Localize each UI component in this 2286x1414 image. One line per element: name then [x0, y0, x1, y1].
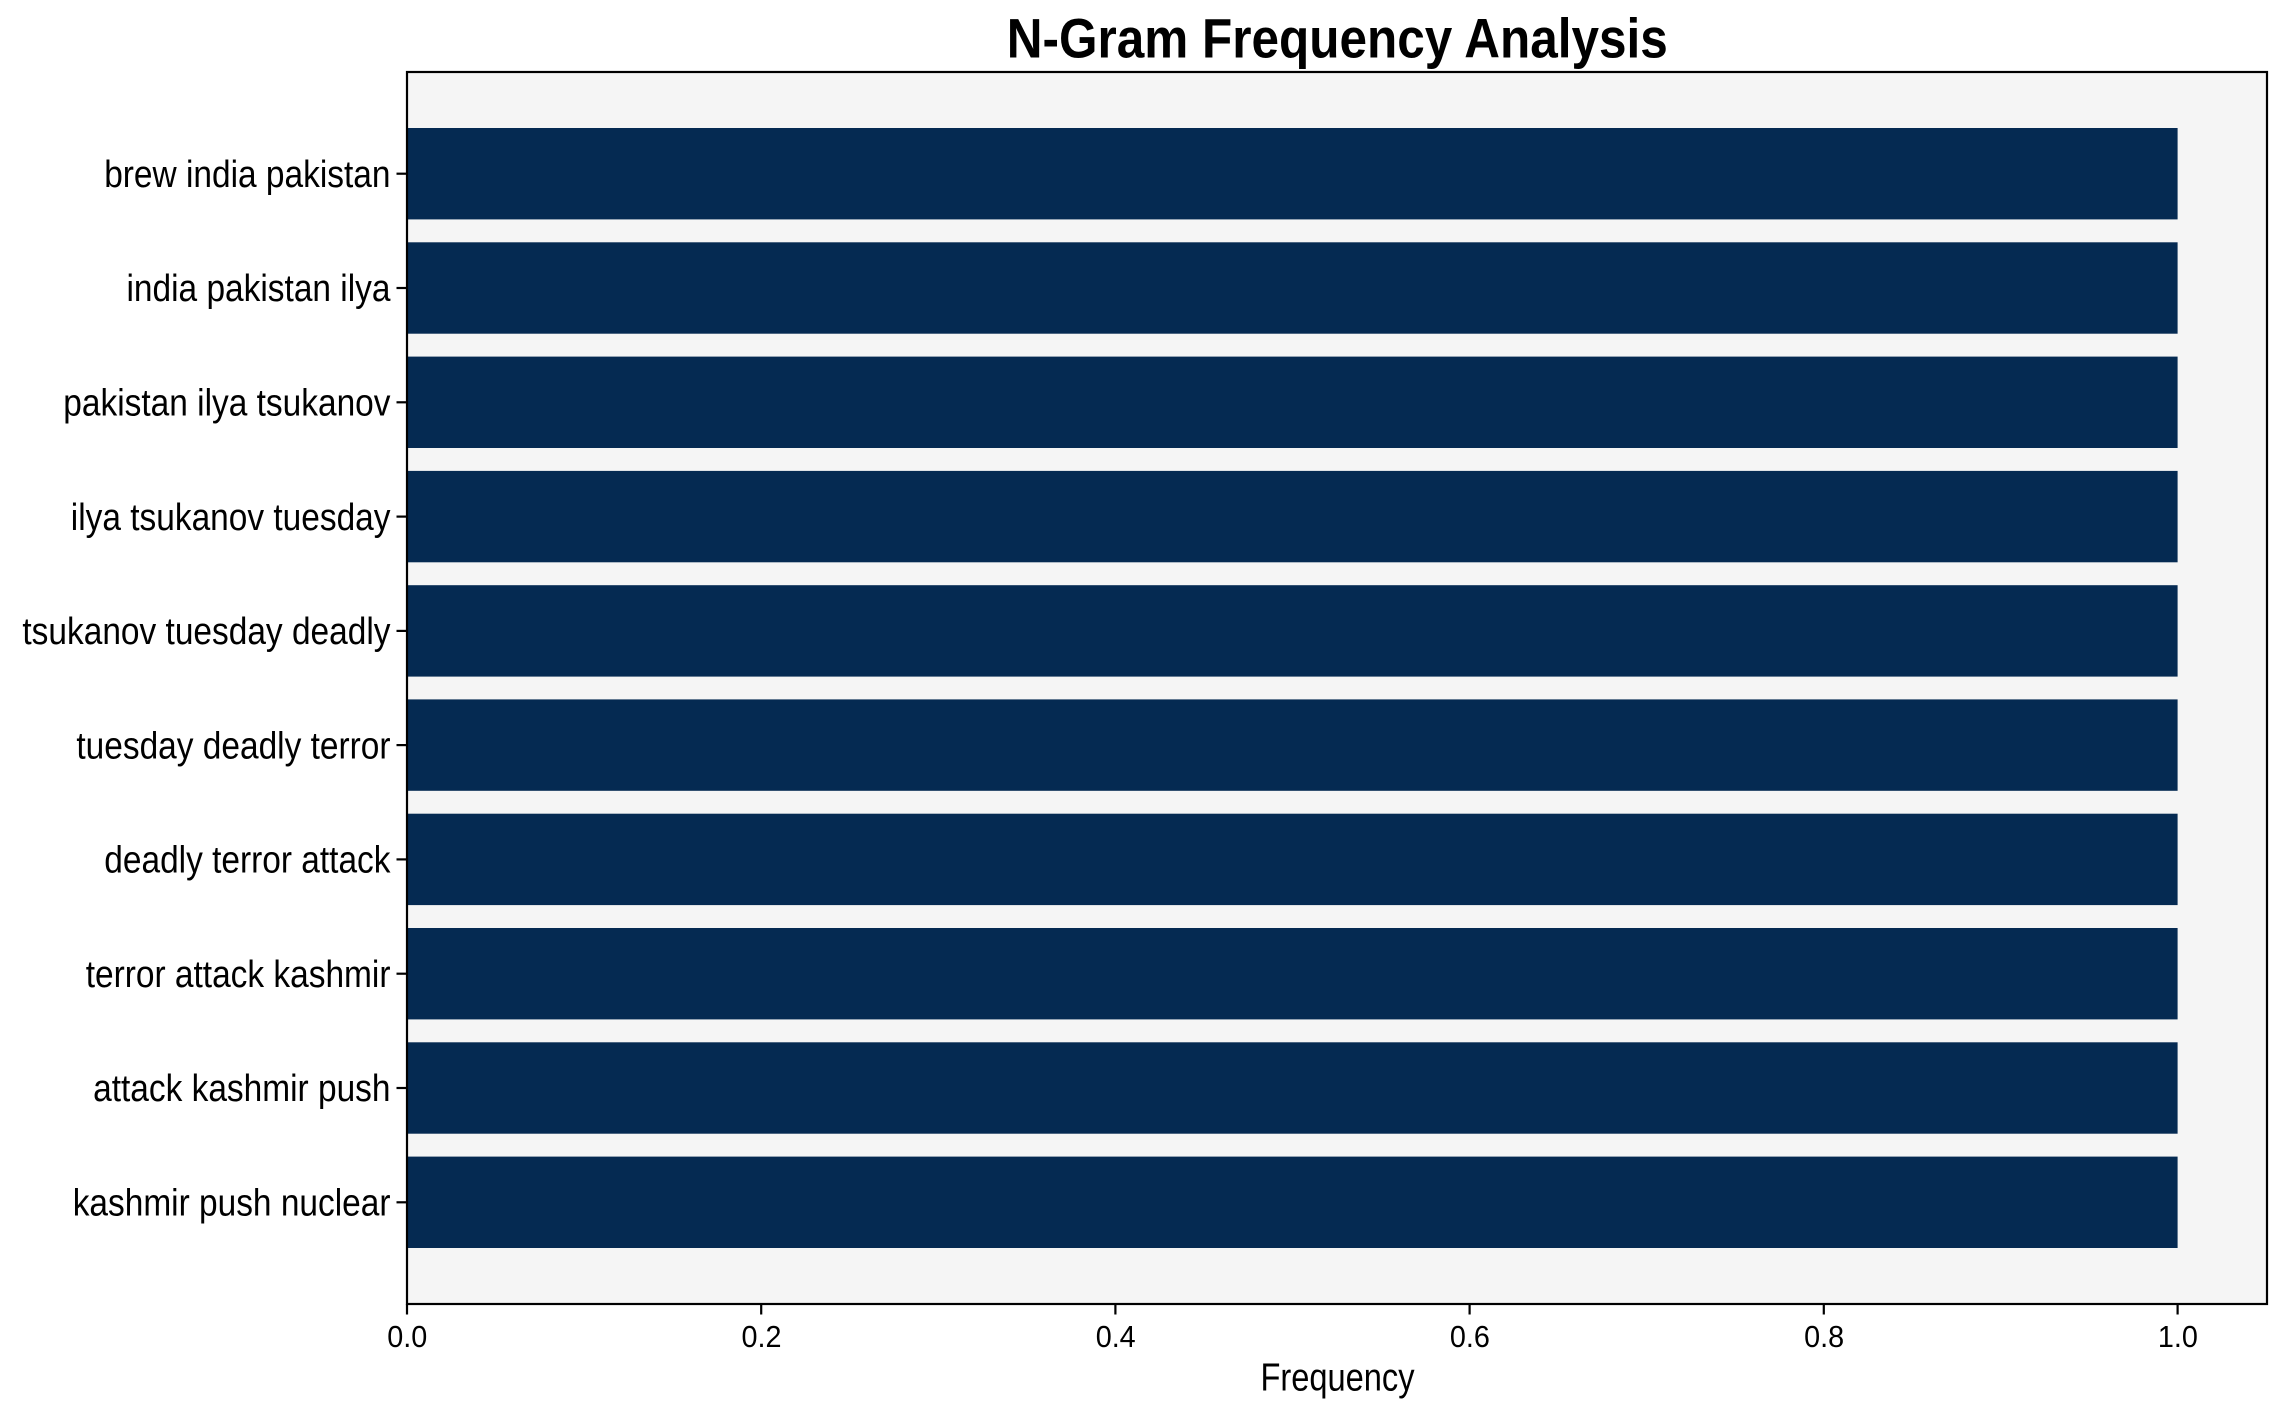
svg-text:ilya tsukanov tuesday: ilya tsukanov tuesday	[71, 497, 391, 539]
svg-text:0.8: 0.8	[1804, 1320, 1844, 1354]
svg-text:0.0: 0.0	[387, 1320, 427, 1354]
svg-text:Frequency: Frequency	[1261, 1357, 1415, 1400]
svg-text:brew india pakistan: brew india pakistan	[104, 154, 390, 196]
svg-text:N-Gram Frequency Analysis: N-Gram Frequency Analysis	[1007, 7, 1668, 70]
svg-text:0.2: 0.2	[742, 1320, 782, 1354]
svg-text:terror attack kashmir: terror attack kashmir	[86, 954, 391, 996]
svg-text:0.4: 0.4	[1096, 1320, 1136, 1354]
svg-text:tsukanov tuesday deadly: tsukanov tuesday deadly	[22, 611, 390, 653]
svg-text:deadly terror attack: deadly terror attack	[104, 840, 391, 882]
svg-text:tuesday deadly terror: tuesday deadly terror	[76, 725, 390, 767]
svg-text:india pakistan ilya: india pakistan ilya	[127, 268, 392, 310]
svg-text:kashmir push nuclear: kashmir push nuclear	[73, 1183, 391, 1225]
svg-text:attack kashmir push: attack kashmir push	[93, 1068, 390, 1110]
svg-text:0.6: 0.6	[1450, 1320, 1490, 1354]
svg-text:1.0: 1.0	[2158, 1320, 2198, 1354]
svg-text:pakistan ilya tsukanov: pakistan ilya tsukanov	[63, 383, 390, 425]
